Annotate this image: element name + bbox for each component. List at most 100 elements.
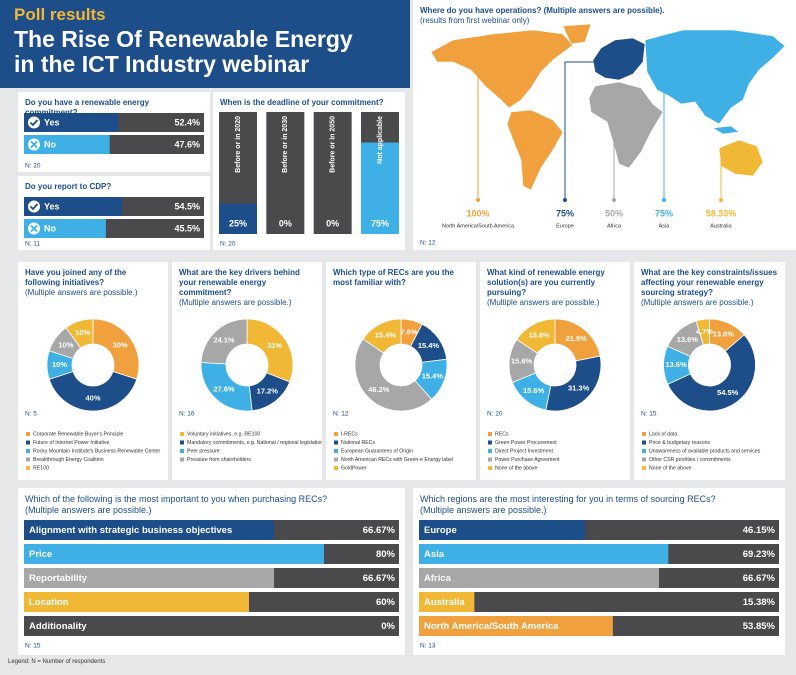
legend-label: RE100 — [33, 465, 49, 471]
chart: 21.9% 31.3% 15.6% 15.6% 15.6% N: 20 RECs Green … — [487, 318, 602, 471]
leader-dot — [612, 198, 616, 202]
value-label: 0% — [279, 218, 292, 228]
value-label: 75% — [655, 208, 673, 218]
map-region — [644, 29, 786, 135]
panel: Yes 54.5% No 45.5% N: 11 Do you report to CDP… — [18, 176, 210, 250]
bar-track — [24, 616, 399, 636]
chart-title: Which regions are the most interesting f… — [420, 494, 716, 504]
column-label: Not applicable — [377, 116, 384, 164]
value-label: 53.85% — [743, 621, 776, 632]
legend-label: Mandatory commitments, e.g. National / r… — [187, 440, 322, 446]
legend-label: None of the above — [495, 465, 538, 471]
chart: 100% North America/South America 75% Europe… — [420, 23, 786, 247]
value-label: 4.7% — [696, 327, 713, 336]
chart-title: What kind of renewable energy solution(s… — [487, 268, 605, 297]
respondents-note: N: 12 — [420, 240, 436, 247]
value-label: 10% — [75, 328, 90, 337]
legend-swatch — [180, 440, 184, 445]
panel-header: Have you joined any of the following ini… — [25, 268, 161, 298]
panel-header: Which type of RECs are you the most fami… — [333, 268, 469, 288]
chart: 31% 17.2% 27.6% 24.1% N: 16 Voluntary initiat… — [179, 318, 322, 463]
chart-title: Have you joined any of the following ini… — [25, 268, 127, 287]
legend-swatch — [26, 466, 30, 470]
column-track — [266, 112, 305, 234]
legend-label: GoldPower — [341, 465, 367, 471]
bar — [24, 135, 110, 154]
panel-header: Where do you have operations? (Multiple … — [420, 6, 789, 26]
chart-subtitle: (Multiple answers are possible.) — [487, 298, 600, 307]
value-label: 75% — [556, 208, 574, 218]
panel-header: What are the key constraints/issues affe… — [641, 268, 778, 308]
column-label: Before or in 2050 — [330, 116, 337, 173]
legend-swatch — [488, 432, 492, 436]
value-label: 31.3% — [568, 384, 590, 393]
chart-subtitle: (Multiple answers are possible.) — [420, 505, 547, 515]
leader-line — [663, 69, 703, 200]
legend-label: Future of Internet Power Initiative — [33, 440, 110, 446]
value-label: 47.6% — [174, 139, 200, 149]
answer-icon — [28, 200, 40, 213]
value-label: 13.6% — [713, 329, 735, 338]
value-label: 45.5% — [174, 223, 200, 233]
value-label: 46.2% — [368, 385, 390, 394]
bar — [24, 113, 119, 132]
legend-swatch — [642, 466, 646, 470]
bar-label: Europe — [424, 525, 457, 536]
panel: 7.6% 15.4% 15.4% 46.2% 15.4% N: 12 I-RECs Natio… — [326, 262, 476, 480]
bar — [419, 592, 475, 612]
panel-header: Do you report to CDP? — [25, 182, 203, 192]
answer-icon-glyph — [29, 203, 39, 211]
legend-label: I-RECs — [341, 431, 358, 437]
answer-icon-glyph — [29, 119, 39, 127]
respondents-note: N: 20 — [220, 241, 236, 248]
legend-label: Voluntary initiatives, e.g. RE100 — [187, 431, 260, 437]
panel: 30% 40% 10% 10% 10% N: 5 Corporate Renewable B… — [18, 262, 168, 480]
chart: Europe 46.15% Asia 69.23% Africa 66.67% Austra… — [419, 520, 779, 650]
chart-subtitle: (Multiple answers are possible.) — [641, 298, 754, 307]
legend-label: Breakthrough Energy Coalition — [33, 457, 104, 463]
legend-swatch — [642, 449, 646, 453]
chart: Yes 52.4% No 47.6% N: 20 — [24, 113, 204, 170]
respondents-note: N: 16 — [179, 411, 195, 418]
chart-title: Do you have a renewable energy commitmen… — [25, 98, 150, 117]
legend-label: Unawareness of available products and se… — [649, 448, 761, 454]
value-label: 46.15% — [743, 525, 776, 536]
value-label: 17.2% — [257, 387, 279, 396]
legend-swatch — [334, 440, 338, 445]
donut-slice — [200, 318, 248, 365]
legend-label: Other CSR priorities / commitments — [649, 457, 731, 463]
panel: 13.6% 54.5% 13.6% 13.6% 4.7% N: 15 Lack of dat… — [634, 262, 785, 480]
legend-swatch — [180, 449, 184, 453]
legend-label: Peer pressure — [187, 448, 220, 454]
region-label: Africa — [607, 223, 622, 229]
bar — [24, 592, 249, 612]
value-label: 15.4% — [418, 341, 440, 350]
value-label: 15.4% — [422, 372, 444, 381]
value-label: 21.9% — [566, 334, 588, 343]
donut-slice — [516, 318, 556, 354]
leader-dot — [662, 198, 666, 202]
column-label: Before or in 2030 — [282, 116, 289, 173]
bar-label: No — [44, 139, 56, 149]
chart-title: What are the key constraints/issues affe… — [641, 268, 778, 297]
value-label: 31% — [267, 341, 282, 350]
legend-swatch — [488, 440, 492, 445]
bar-label: Price — [29, 549, 52, 560]
panel-header: When is the deadline of your commitment? — [220, 98, 398, 108]
kicker: Poll results — [14, 5, 106, 24]
chart-title: What are the key drivers behind your ren… — [179, 268, 300, 297]
region-label: Asia — [659, 223, 671, 229]
legend-swatch — [488, 466, 492, 470]
panel: Yes 52.4% No 47.6% N: 20 Do you have a renewa… — [18, 92, 210, 172]
bar — [24, 544, 324, 564]
page-title: The Rise Of Renewable Energy in the ICT … — [14, 26, 353, 77]
value-label: 60% — [376, 597, 396, 608]
legend-label: Power Purchase Agreement — [495, 457, 560, 463]
respondents-note: N: 20 — [487, 411, 503, 418]
bar — [24, 520, 275, 540]
value-label: 10% — [52, 360, 67, 369]
chart-title: Which type of RECs are you the most fami… — [333, 268, 454, 287]
value-label: 69.23% — [743, 549, 776, 560]
bar-label: Yes — [44, 117, 60, 127]
